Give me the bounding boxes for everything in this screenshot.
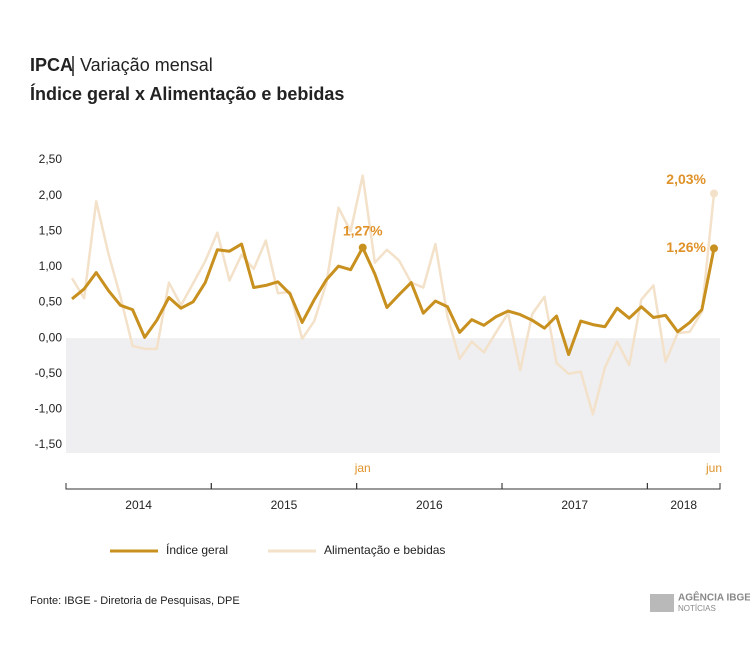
value-label: 1,27% <box>343 222 383 238</box>
y-tick-label: -0,50 <box>35 366 63 380</box>
series-line <box>70 174 716 416</box>
negative-area <box>66 338 720 453</box>
chart-title: IPCA <box>30 55 73 75</box>
legend-label: Alimentação e bebidas <box>324 543 445 557</box>
value-label: 1,26% <box>666 239 706 255</box>
y-tick-label: 0,50 <box>39 295 63 309</box>
y-tick-label: 1,50 <box>39 223 63 237</box>
series-line <box>71 242 716 357</box>
logo-subtext: NOTÍCIAS <box>678 604 716 613</box>
year-label: 2018 <box>670 498 697 512</box>
year-label: 2015 <box>271 498 298 512</box>
year-label: 2016 <box>416 498 443 512</box>
y-tick-label: -1,00 <box>35 402 63 416</box>
y-tick-label: 2,50 <box>39 152 63 166</box>
year-label: 2014 <box>125 498 152 512</box>
year-label: 2017 <box>561 498 588 512</box>
point-marker <box>710 189 718 198</box>
x-tick-label: jun <box>705 461 722 475</box>
y-tick-label: 0,00 <box>39 330 63 344</box>
source: Fonte: IBGE - Diretoria de Pesquisas, DP… <box>30 595 240 607</box>
legend-label: Índice geral <box>166 542 228 557</box>
point-marker <box>710 244 718 253</box>
x-tick-label: jan <box>354 461 371 475</box>
year-bracket <box>646 483 721 490</box>
logo-icon <box>650 594 674 612</box>
point-marker <box>358 243 367 252</box>
chart-subtitle: Índice geral x Alimentação e bebidas <box>30 83 344 104</box>
y-tick-label: 2,00 <box>39 188 63 202</box>
y-tick-label: -1,50 <box>35 437 63 451</box>
chart-title-suffix: Variação mensal <box>80 55 213 75</box>
logo-text: AGÊNCIA IBGE <box>678 591 750 604</box>
y-tick-label: 1,00 <box>39 259 63 273</box>
value-label: 2,03% <box>666 171 706 187</box>
